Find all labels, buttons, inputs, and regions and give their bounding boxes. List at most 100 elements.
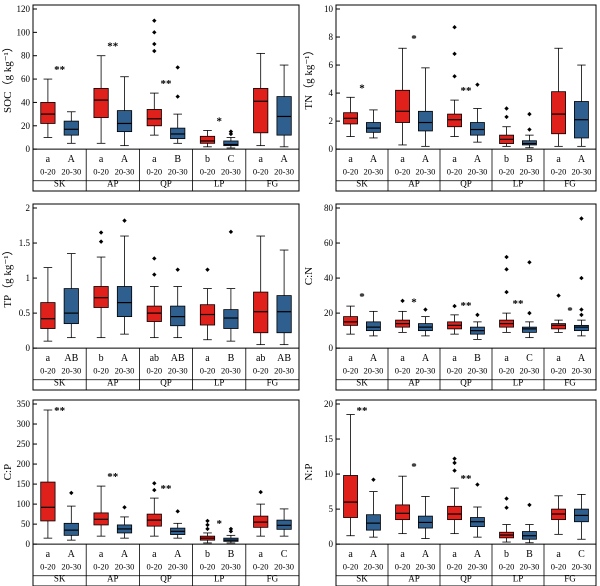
depth-level-label: 0-20 — [447, 166, 463, 176]
y-tick-label: 0 — [329, 539, 334, 549]
significance-letter: b — [504, 154, 509, 165]
significance-letter: C — [228, 154, 235, 165]
significance-letter: A — [121, 353, 129, 364]
box-ap-0-20 — [395, 47, 410, 146]
outlier-point — [258, 489, 263, 495]
significance-letter: a — [556, 353, 561, 364]
box-qp-0-20 — [447, 25, 462, 137]
depth-level-label: 20-30 — [364, 561, 384, 571]
significance-letter: A — [370, 549, 378, 560]
y-axis-label: C:P — [2, 464, 14, 481]
significance-letter: b — [99, 353, 104, 364]
outlier-point — [228, 229, 234, 235]
box-lp-0-20 — [199, 518, 216, 544]
box-sk-20-30 — [63, 253, 79, 339]
significance-letter: a — [46, 353, 51, 364]
depth-level-label: 0-20 — [253, 561, 269, 571]
box-ap-20-30 — [418, 67, 433, 147]
box-iqr — [170, 305, 186, 327]
group-label: AP — [408, 377, 420, 387]
box-lp-20-30 — [223, 526, 239, 544]
box-sk-0-20 — [40, 409, 56, 539]
box-fg-0-20 — [551, 47, 566, 147]
box-qp-0-20 — [146, 481, 162, 537]
box-qp-20-30 — [170, 509, 186, 539]
outlier-point — [452, 460, 457, 466]
box-iqr — [343, 316, 358, 326]
y-tick-label: 100 — [17, 499, 31, 509]
box-iqr — [366, 514, 381, 531]
outlier-point — [475, 312, 480, 318]
depth-level-label: 20-30 — [115, 365, 135, 375]
box-ap-20-30 — [116, 505, 133, 539]
box-fg-0-20 — [253, 235, 269, 346]
box-iqr — [63, 522, 79, 536]
significance-letter: A — [474, 154, 482, 165]
outlier-point — [452, 456, 457, 461]
depth-level-label: 0-20 — [93, 365, 109, 375]
outlier-point — [504, 496, 509, 501]
significance-letter: A — [370, 353, 378, 364]
box-iqr — [366, 122, 381, 133]
outlier-point — [98, 230, 104, 235]
box-lp-20-30 — [223, 129, 239, 149]
significance-stars: ** — [54, 64, 66, 76]
y-tick-label: 6 — [329, 60, 334, 70]
group-label: SK — [356, 178, 368, 188]
significance-letter: a — [258, 154, 263, 165]
significance-letter: a — [452, 549, 457, 560]
significance-letter: C — [578, 549, 585, 560]
box-iqr — [276, 519, 292, 530]
box-sk-20-30 — [63, 111, 79, 144]
panel-frame — [32, 4, 300, 192]
significance-stars: ** — [461, 300, 473, 312]
significance-letter: a — [348, 353, 353, 364]
outlier-point — [152, 48, 157, 54]
box-fg-20-30 — [276, 508, 292, 537]
box-fg-0-20 — [253, 52, 269, 147]
y-tick-label: 15 — [324, 434, 334, 444]
depth-level-label: 0-20 — [499, 365, 515, 375]
outlier-point — [527, 502, 532, 508]
depth-level-label: 20-30 — [61, 561, 81, 571]
depth-level-label: 0-20 — [343, 365, 359, 375]
significance-letter: A — [422, 549, 430, 560]
box-iqr — [93, 286, 109, 308]
group-label: AP — [107, 573, 119, 583]
y-tick-label: 60 — [324, 238, 334, 248]
significance-letter: a — [46, 549, 51, 560]
y-tick-label: 300 — [17, 419, 31, 429]
depth-level-label: 20-30 — [364, 166, 384, 176]
box-iqr — [551, 323, 566, 330]
box-iqr — [343, 475, 358, 518]
box-iqr — [116, 110, 133, 133]
outlier-point — [228, 129, 234, 134]
box-fg-20-30 — [574, 216, 589, 337]
y-tick-label: 80 — [21, 51, 31, 61]
outlier-point — [452, 303, 457, 309]
outlier-point — [152, 30, 157, 35]
box-sk-0-20 — [343, 96, 358, 137]
box-iqr — [63, 120, 79, 136]
outlier-point — [452, 468, 457, 473]
group-label: FG — [267, 377, 279, 387]
box-iqr — [63, 288, 79, 325]
group-label: LP — [214, 573, 225, 583]
box-iqr — [40, 481, 56, 522]
box-qp-20-30 — [170, 267, 186, 339]
group-label: FG — [267, 573, 279, 583]
significance-letter: B — [526, 154, 533, 165]
outlier-point — [371, 477, 376, 482]
significance-stars: * — [216, 518, 222, 530]
outlier-point — [452, 74, 457, 79]
significance-stars: * — [359, 82, 365, 94]
depth-level-label: 20-30 — [168, 365, 188, 375]
significance-letter: a — [99, 549, 104, 560]
outlier-point — [152, 272, 157, 277]
depth-level-label: 0-20 — [343, 166, 359, 176]
depth-level-label: 20-30 — [572, 166, 592, 176]
depth-level-label: 0-20 — [200, 561, 216, 571]
group-label: QP — [160, 573, 172, 583]
depth-level-label: 0-20 — [395, 561, 411, 571]
chart-panel: 050100150200250300350C:PSKa0-20A20-30**A… — [2, 399, 300, 586]
